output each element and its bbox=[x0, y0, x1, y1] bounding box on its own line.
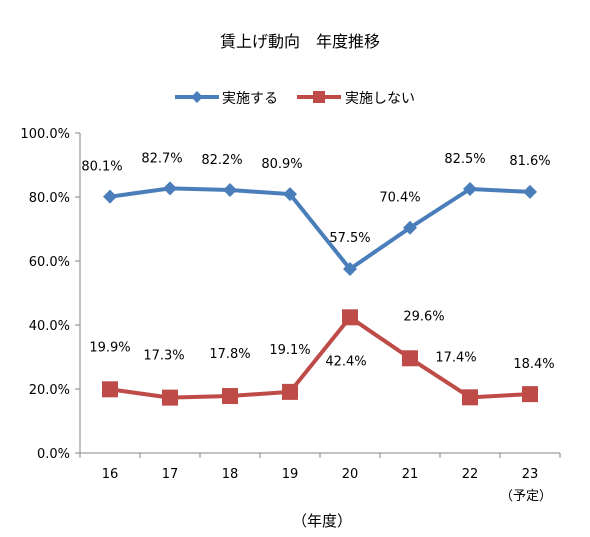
data-point-square bbox=[162, 389, 178, 406]
data-point-square bbox=[522, 386, 538, 403]
data-label: 81.6% bbox=[509, 154, 550, 169]
data-point-square bbox=[462, 389, 478, 406]
data-point-diamond bbox=[403, 220, 417, 235]
y-tick-label: 20.0% bbox=[29, 383, 70, 398]
data-label: 80.9% bbox=[261, 157, 302, 172]
legend-label-series-1: 実施する bbox=[222, 91, 278, 107]
x-axis-title: （年度） bbox=[292, 512, 352, 530]
data-label: 17.8% bbox=[209, 347, 250, 362]
data-labels: 80.1% 82.7% 82.2% 80.9% 57.5% 70.4% 82.5% 81.6%… bbox=[81, 151, 554, 372]
x-tick-label: 23 bbox=[522, 467, 539, 482]
data-label: 29.6% bbox=[403, 309, 444, 324]
x-tick-label: 22 bbox=[462, 467, 479, 482]
data-point-square bbox=[282, 383, 298, 400]
y-tick-label: 60.0% bbox=[29, 255, 70, 270]
series-line-2 bbox=[109, 315, 531, 400]
data-label: 80.1% bbox=[81, 160, 122, 175]
data-point-square bbox=[222, 388, 238, 405]
data-point-square bbox=[102, 381, 118, 398]
legend-square-icon bbox=[313, 91, 325, 103]
x-tick-label: 17 bbox=[162, 467, 179, 482]
data-label: 18.4% bbox=[513, 357, 554, 372]
data-label: 82.7% bbox=[141, 151, 182, 166]
y-tick-label: 100.0% bbox=[20, 127, 70, 142]
y-axis-ticks: 0.0% 20.0% 40.0% 60.0% 80.0% 100.0% bbox=[20, 127, 80, 462]
legend-item-series-2: 実施しない bbox=[297, 91, 415, 107]
y-tick-label: 80.0% bbox=[29, 191, 70, 206]
data-label: 82.2% bbox=[201, 153, 242, 168]
x-tick-sublabel: （予定） bbox=[500, 489, 552, 504]
data-point-diamond bbox=[103, 189, 117, 204]
data-label: 19.9% bbox=[89, 340, 130, 355]
data-label: 57.5% bbox=[329, 231, 370, 246]
series-line-1 bbox=[109, 186, 531, 271]
x-tick-label: 16 bbox=[102, 467, 119, 482]
y-tick-label: 40.0% bbox=[29, 319, 70, 334]
data-label: 42.4% bbox=[325, 354, 366, 369]
data-point-diamond bbox=[463, 182, 477, 196]
legend: 実施する 実施しない bbox=[175, 91, 415, 107]
x-tick-label: 19 bbox=[282, 467, 299, 482]
x-tick-label: 18 bbox=[222, 467, 239, 482]
legend-diamond-icon bbox=[191, 91, 203, 103]
data-point-diamond bbox=[283, 187, 297, 202]
legend-item-series-1: 実施する bbox=[175, 91, 278, 107]
legend-label-series-2: 実施しない bbox=[345, 91, 415, 107]
data-point-diamond bbox=[343, 262, 357, 276]
x-tick-label: 20 bbox=[342, 467, 359, 482]
x-tick-label: 21 bbox=[402, 467, 419, 482]
data-point-diamond bbox=[223, 182, 237, 197]
data-point-square bbox=[402, 350, 418, 367]
x-axis-ticks: 16 17 18 19 20 21 22 23 （予定） bbox=[79, 453, 561, 504]
chart-title: 賃上げ動向 年度推移 bbox=[220, 32, 380, 51]
y-tick-label: 0.0% bbox=[37, 447, 70, 462]
data-label: 19.1% bbox=[269, 343, 310, 358]
data-label: 70.4% bbox=[379, 191, 420, 206]
series-markers bbox=[102, 181, 538, 406]
data-label: 17.4% bbox=[435, 350, 476, 365]
data-label: 82.5% bbox=[444, 152, 485, 167]
series-lines bbox=[109, 186, 531, 400]
data-point-diamond bbox=[523, 184, 537, 199]
data-label: 17.3% bbox=[143, 349, 184, 364]
data-point-square bbox=[342, 309, 358, 326]
data-point-diamond bbox=[163, 181, 177, 196]
